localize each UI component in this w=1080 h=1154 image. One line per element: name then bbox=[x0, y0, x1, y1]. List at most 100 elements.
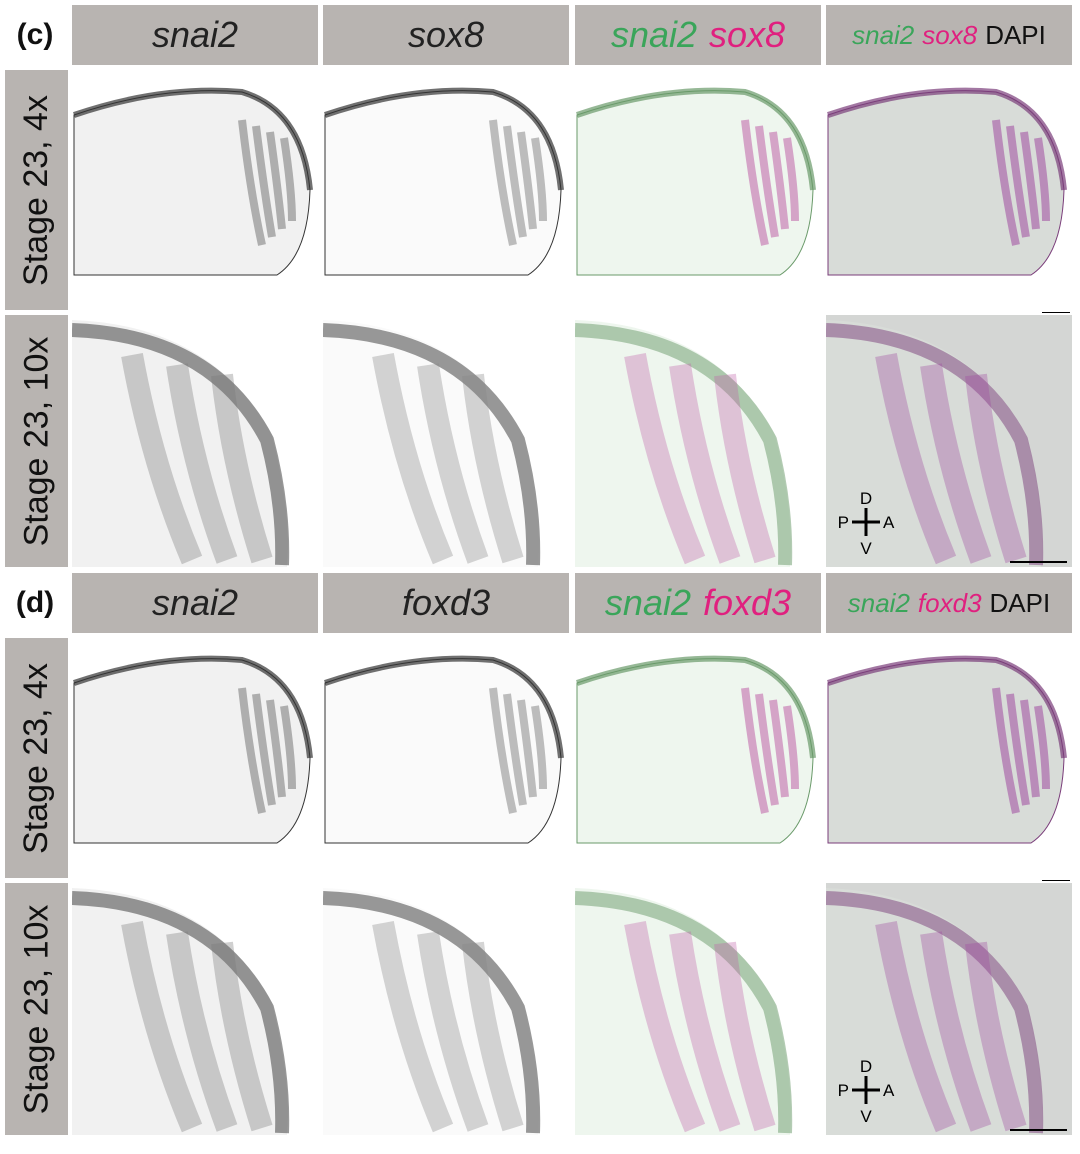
micrograph-image bbox=[72, 638, 318, 878]
embryo bbox=[323, 320, 539, 567]
stream bbox=[1020, 131, 1040, 230]
panel-label: (d) bbox=[0, 573, 70, 633]
embryo bbox=[826, 888, 1042, 1135]
micrograph bbox=[323, 315, 569, 567]
micrograph bbox=[72, 638, 318, 878]
dorsal-band bbox=[576, 655, 816, 759]
stream bbox=[503, 693, 527, 806]
stream bbox=[875, 921, 957, 1133]
micrograph-image bbox=[575, 70, 821, 310]
dorsal-band bbox=[323, 891, 541, 1134]
stream bbox=[992, 687, 1020, 814]
stream bbox=[741, 687, 769, 814]
scale-bar bbox=[1042, 312, 1070, 313]
dorsal-band bbox=[72, 323, 290, 566]
stream bbox=[769, 131, 789, 230]
stream bbox=[372, 921, 454, 1133]
stream bbox=[238, 687, 266, 814]
orientation-label: D bbox=[860, 489, 872, 508]
panel-label: (c) bbox=[0, 5, 70, 65]
stream bbox=[489, 687, 517, 814]
stream bbox=[992, 119, 1020, 246]
column-header: sox8 bbox=[323, 5, 569, 65]
panel-label-text: (c) bbox=[16, 18, 54, 51]
orientation-label: V bbox=[860, 539, 872, 558]
header-text: snai2 bbox=[151, 14, 239, 55]
column-header: snai2 foxd3 bbox=[575, 573, 821, 633]
micrograph-image bbox=[72, 883, 318, 1135]
orientation-label: P bbox=[838, 513, 849, 532]
micrograph bbox=[826, 638, 1072, 878]
stream bbox=[769, 699, 789, 798]
embryo bbox=[72, 888, 288, 1135]
stream bbox=[965, 373, 1027, 564]
stream bbox=[121, 353, 203, 565]
row-label-text: Stage 23, 4x bbox=[17, 662, 56, 854]
stream bbox=[252, 693, 276, 806]
stream bbox=[531, 137, 547, 222]
micrograph-image bbox=[323, 70, 569, 310]
row-label: Stage 23, 10x bbox=[5, 883, 68, 1135]
stream bbox=[280, 137, 296, 222]
header-text: DAPI bbox=[989, 587, 1051, 618]
micrograph-image bbox=[72, 315, 318, 567]
stream bbox=[252, 125, 276, 238]
dorsal-band bbox=[324, 655, 564, 759]
micrograph-image bbox=[323, 315, 569, 567]
stream bbox=[531, 705, 547, 790]
column-header: snai2 foxd3 DAPI bbox=[826, 573, 1072, 633]
dorsal-band bbox=[73, 87, 313, 191]
stream bbox=[624, 921, 706, 1133]
stream bbox=[875, 353, 957, 565]
stream bbox=[755, 125, 779, 238]
dorsal-band bbox=[576, 87, 816, 191]
embryo bbox=[826, 320, 1042, 567]
stream bbox=[238, 119, 266, 246]
panel-label-text: (d) bbox=[15, 586, 55, 619]
dorsal-band bbox=[323, 323, 541, 566]
stream bbox=[280, 705, 296, 790]
stream bbox=[669, 931, 741, 1132]
dorsal-band bbox=[826, 891, 1044, 1134]
micrograph bbox=[72, 883, 318, 1135]
header-text: foxd3 bbox=[401, 582, 491, 623]
column-header: snai2 sox8 DAPI bbox=[826, 5, 1072, 65]
dorsal-band bbox=[324, 87, 564, 191]
stream bbox=[417, 363, 489, 564]
header-text: sox8 bbox=[407, 14, 485, 55]
micrograph bbox=[323, 638, 569, 878]
orientation-label: A bbox=[883, 1081, 895, 1100]
stream bbox=[965, 941, 1027, 1132]
orientation-label: P bbox=[838, 1081, 849, 1100]
micrograph bbox=[575, 638, 821, 878]
stream bbox=[714, 941, 776, 1132]
stream bbox=[266, 131, 286, 230]
stream bbox=[266, 699, 286, 798]
stream bbox=[755, 693, 779, 806]
embryo bbox=[323, 888, 539, 1135]
stream bbox=[783, 705, 799, 790]
micrograph-image bbox=[575, 315, 821, 567]
stream bbox=[211, 373, 273, 564]
header-text: snai2 bbox=[604, 582, 691, 623]
embryo bbox=[575, 888, 791, 1135]
stream bbox=[1034, 705, 1050, 790]
stream bbox=[462, 941, 524, 1132]
stream bbox=[121, 921, 203, 1133]
stream bbox=[517, 699, 537, 798]
stream bbox=[1006, 693, 1030, 806]
header-text: snai2 bbox=[852, 19, 915, 50]
stream bbox=[741, 119, 769, 246]
stream bbox=[166, 931, 238, 1132]
stream bbox=[1006, 125, 1030, 238]
column-header: snai2 bbox=[72, 5, 318, 65]
stream bbox=[669, 363, 741, 564]
stream bbox=[783, 137, 799, 222]
orientation-label: D bbox=[860, 1057, 872, 1076]
micrograph bbox=[575, 883, 821, 1135]
micrograph-image bbox=[826, 70, 1072, 310]
micrograph-image: D VP A bbox=[826, 883, 1072, 1135]
